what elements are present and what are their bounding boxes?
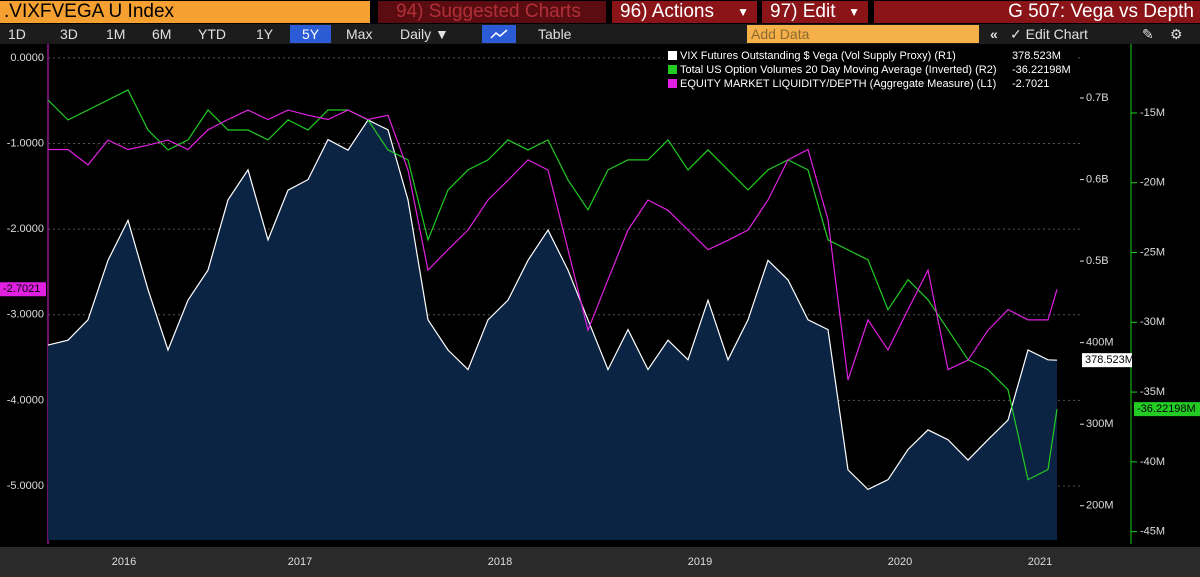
y3-tick-label: -45M	[1140, 526, 1165, 538]
y3-tick-label: -35M	[1140, 386, 1165, 398]
legend-label: VIX Futures Outstanding $ Vega (Vol Supp…	[680, 50, 956, 62]
y3-tick-label: -25M	[1140, 246, 1165, 258]
settings-icon[interactable]: ⚙	[1170, 26, 1183, 42]
collapse-button[interactable]: «	[990, 26, 998, 42]
legend-box	[664, 48, 1076, 96]
title-bar: .VIXFVEGA U Index 94) Suggested Charts 9…	[0, 0, 1200, 24]
x-tick-label: 2016	[112, 556, 136, 568]
x-tick-label: 2017	[288, 556, 312, 568]
table-button[interactable]: Table	[538, 26, 572, 42]
legend-label: Total US Option Volumes 20 Day Moving Av…	[680, 64, 997, 76]
period-label: Daily	[400, 26, 432, 42]
legend-value: -36.22198M	[1012, 64, 1071, 76]
value-tag-label: 378.523M	[1085, 354, 1134, 366]
x-tick-label: 2021	[1028, 556, 1052, 568]
y-tick-label: -1.0000	[7, 137, 44, 149]
legend-label: EQUITY MARKET LIQUIDITY/DEPTH (Aggregate…	[680, 78, 996, 90]
edit-label: 97) Edit	[770, 1, 836, 22]
period-select[interactable]: Daily ▼	[400, 26, 449, 42]
x-tick-label: 2020	[888, 556, 912, 568]
toolbar: Daily ▼ Table Add Data « ✓ Edit Chart ✎ …	[0, 24, 1200, 44]
value-tag-label: -2.7021	[3, 283, 40, 295]
legend-swatch	[668, 65, 677, 74]
add-data-input[interactable]: Add Data	[747, 25, 979, 43]
y-tick-label: -3.0000	[7, 309, 44, 321]
edit-chart-label: Edit Chart	[1025, 26, 1088, 42]
series-line	[47, 119, 1058, 491]
y-tick-label: -5.0000	[7, 480, 44, 492]
series-line	[48, 109, 1058, 381]
y3-tick-label: -30M	[1140, 316, 1165, 328]
chart: 2016 2017 2018 2019 2020 2021 0.0000 -1.0000 -2.…	[0, 44, 1200, 577]
range-button[interactable]: YTD	[198, 26, 226, 42]
range-button[interactable]: 1D	[8, 26, 26, 42]
actions-menu[interactable]: 96) Actions ▼	[612, 1, 757, 23]
edit-menu[interactable]: 97) Edit ▼	[762, 1, 868, 23]
range-button[interactable]: 3D	[60, 26, 78, 42]
range-button[interactable]: 1M	[106, 26, 126, 42]
security-field[interactable]: .VIXFVEGA U Index	[0, 1, 370, 23]
y2-tick-label: 300M	[1086, 418, 1114, 430]
range-button[interactable]: 6M	[152, 26, 172, 42]
series-line	[47, 89, 1058, 481]
y3-tick-label: -20M	[1140, 177, 1165, 189]
value-tag	[1082, 353, 1132, 368]
y3-tick-label: -40M	[1140, 456, 1165, 468]
y-tick-label: -2.0000	[7, 223, 44, 235]
x-axis-band	[0, 547, 1200, 577]
y3-tick-label: -15M	[1140, 107, 1165, 119]
legend-swatch	[668, 51, 677, 60]
area	[48, 120, 1057, 540]
edit-chart-button[interactable]: ✓ Edit Chart	[1010, 26, 1088, 42]
chart-type-button[interactable]	[482, 25, 516, 43]
y-tick-label: 0.0000	[10, 52, 44, 64]
y-tick-label: -4.0000	[7, 394, 44, 406]
x-tick-label: 2018	[488, 556, 512, 568]
y2-tick-label: 200M	[1086, 500, 1114, 512]
edit-icon[interactable]: ✎	[1142, 26, 1154, 42]
legend-value: 378.523M	[1012, 50, 1061, 62]
legend-value: -2.7021	[1012, 78, 1049, 90]
range-button[interactable]: 5Y	[290, 25, 332, 43]
value-tag	[0, 282, 46, 297]
y2-tick-label: 400M	[1086, 337, 1114, 349]
actions-label: 96) Actions	[620, 1, 714, 22]
legend-swatch	[668, 79, 677, 88]
x-tick-label: 2019	[688, 556, 712, 568]
range-button[interactable]: 1Y	[256, 26, 274, 42]
y2-tick-label: 0.7B	[1086, 92, 1109, 104]
range-button[interactable]: Max	[346, 26, 373, 42]
suggested-charts[interactable]: 94) Suggested Charts	[378, 1, 606, 23]
y2-tick-label: 0.5B	[1086, 255, 1109, 267]
value-tag-label: -36.22198M	[1137, 403, 1196, 415]
y2-tick-label: 0.6B	[1086, 173, 1109, 185]
chart-name: G 507: Vega vs Depth	[874, 1, 1200, 23]
legend: VIX Futures Outstanding $ Vega (Vol Supp…	[664, 48, 1076, 96]
value-tag	[1134, 402, 1200, 417]
